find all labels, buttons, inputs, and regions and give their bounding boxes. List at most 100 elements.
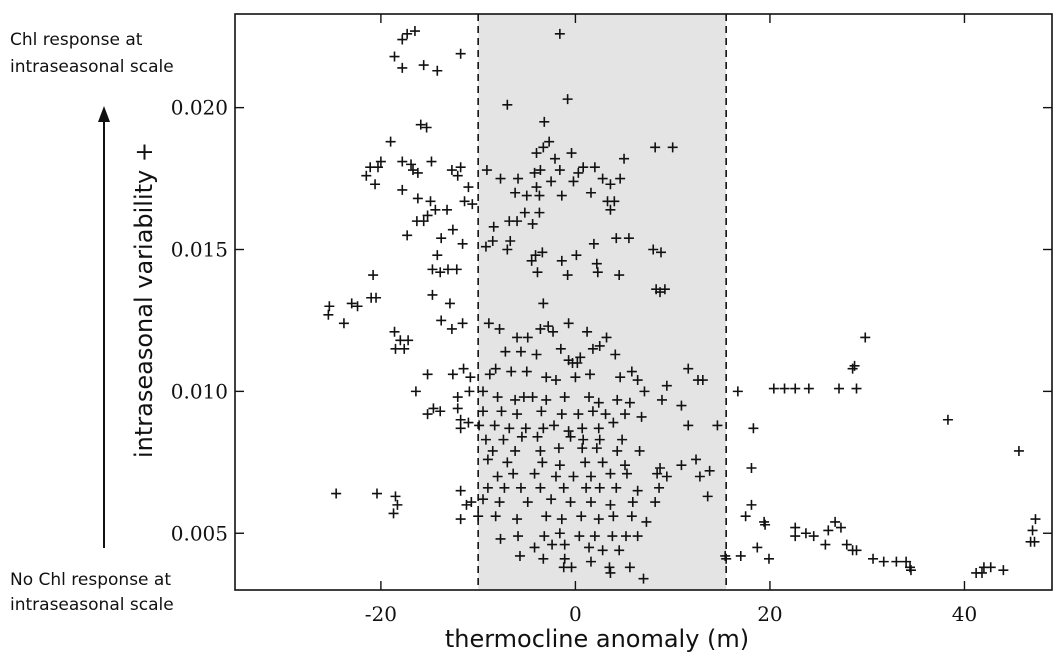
annotation-top-line-2: intraseasonal scale (10, 57, 174, 77)
data-point (510, 187, 521, 198)
data-point (752, 542, 763, 553)
data-point (617, 434, 628, 445)
data-point (547, 539, 558, 550)
data-point (556, 409, 567, 420)
data-point (535, 482, 546, 493)
data-point (372, 488, 383, 499)
data-point (593, 423, 604, 434)
data-point (390, 343, 401, 354)
data-point (546, 494, 557, 505)
data-point (985, 562, 996, 573)
y-tick-label: 0.005 (171, 521, 228, 545)
data-point (566, 148, 577, 159)
data-point (496, 406, 507, 417)
data-point (650, 142, 661, 153)
data-point (399, 343, 410, 354)
data-point (502, 457, 513, 468)
data-point (851, 545, 862, 556)
data-point (550, 375, 561, 386)
data-point (619, 153, 630, 164)
data-point (455, 423, 466, 434)
data-point (539, 116, 550, 127)
data-point (541, 372, 552, 383)
data-point (488, 221, 499, 232)
data-point (412, 193, 423, 204)
data-point (942, 414, 953, 425)
data-point (790, 383, 801, 394)
data-point (621, 468, 632, 479)
data-point (554, 528, 565, 539)
data-point (446, 323, 457, 334)
data-point (494, 323, 505, 334)
data-point (361, 170, 372, 181)
data-point (487, 235, 498, 246)
data-point (585, 497, 596, 508)
data-point (823, 525, 834, 536)
data-point (371, 292, 382, 303)
data-point (860, 332, 871, 343)
data-point (565, 431, 576, 442)
data-point (559, 553, 570, 564)
data-point (594, 340, 605, 351)
data-point (535, 165, 546, 176)
data-point (578, 162, 589, 173)
data-point (455, 48, 466, 59)
data-point (559, 539, 570, 550)
data-point (851, 383, 862, 394)
data-point (597, 545, 608, 556)
data-point (436, 315, 447, 326)
data-point (455, 485, 466, 496)
x-axis-title: thermocline anomaly (m) (445, 625, 749, 653)
data-point (605, 499, 616, 510)
data-point (605, 204, 616, 215)
data-point (467, 199, 478, 210)
data-point (521, 190, 532, 201)
x-tick-label: 0 (569, 602, 582, 626)
data-point (532, 431, 543, 442)
data-point (514, 550, 525, 561)
data-point (620, 531, 631, 542)
data-point (650, 497, 661, 508)
data-point (504, 423, 515, 434)
data-point (543, 321, 554, 332)
data-point (614, 545, 625, 556)
data-point (457, 318, 468, 329)
data-point (594, 482, 605, 493)
data-point (515, 346, 526, 357)
data-point (425, 196, 436, 207)
data-point (591, 443, 602, 454)
data-point (538, 142, 549, 153)
data-point (455, 414, 466, 425)
data-point (495, 173, 506, 184)
data-point (556, 255, 567, 266)
data-point (556, 190, 567, 201)
data-point (346, 298, 357, 309)
data-point (499, 482, 510, 493)
data-point (901, 556, 912, 567)
data-point (760, 519, 771, 530)
data-point (589, 531, 600, 542)
data-point (538, 553, 549, 564)
data-point (481, 165, 492, 176)
data-point (612, 394, 623, 405)
data-point (331, 488, 342, 499)
data-point (868, 553, 879, 564)
data-point (512, 332, 523, 343)
data-point (587, 406, 598, 417)
data-point (409, 26, 420, 37)
data-point (526, 255, 537, 266)
data-point (830, 516, 841, 527)
data-point (418, 60, 429, 71)
data-point (833, 383, 844, 394)
data-point (683, 363, 694, 374)
data-point (572, 358, 583, 369)
data-point (392, 499, 403, 510)
data-point (614, 270, 625, 281)
data-point (406, 159, 417, 170)
data-point (585, 369, 596, 380)
data-point (641, 516, 652, 527)
data-point (487, 445, 498, 456)
data-point (555, 343, 566, 354)
data-point (1030, 514, 1041, 525)
data-point (587, 343, 598, 354)
